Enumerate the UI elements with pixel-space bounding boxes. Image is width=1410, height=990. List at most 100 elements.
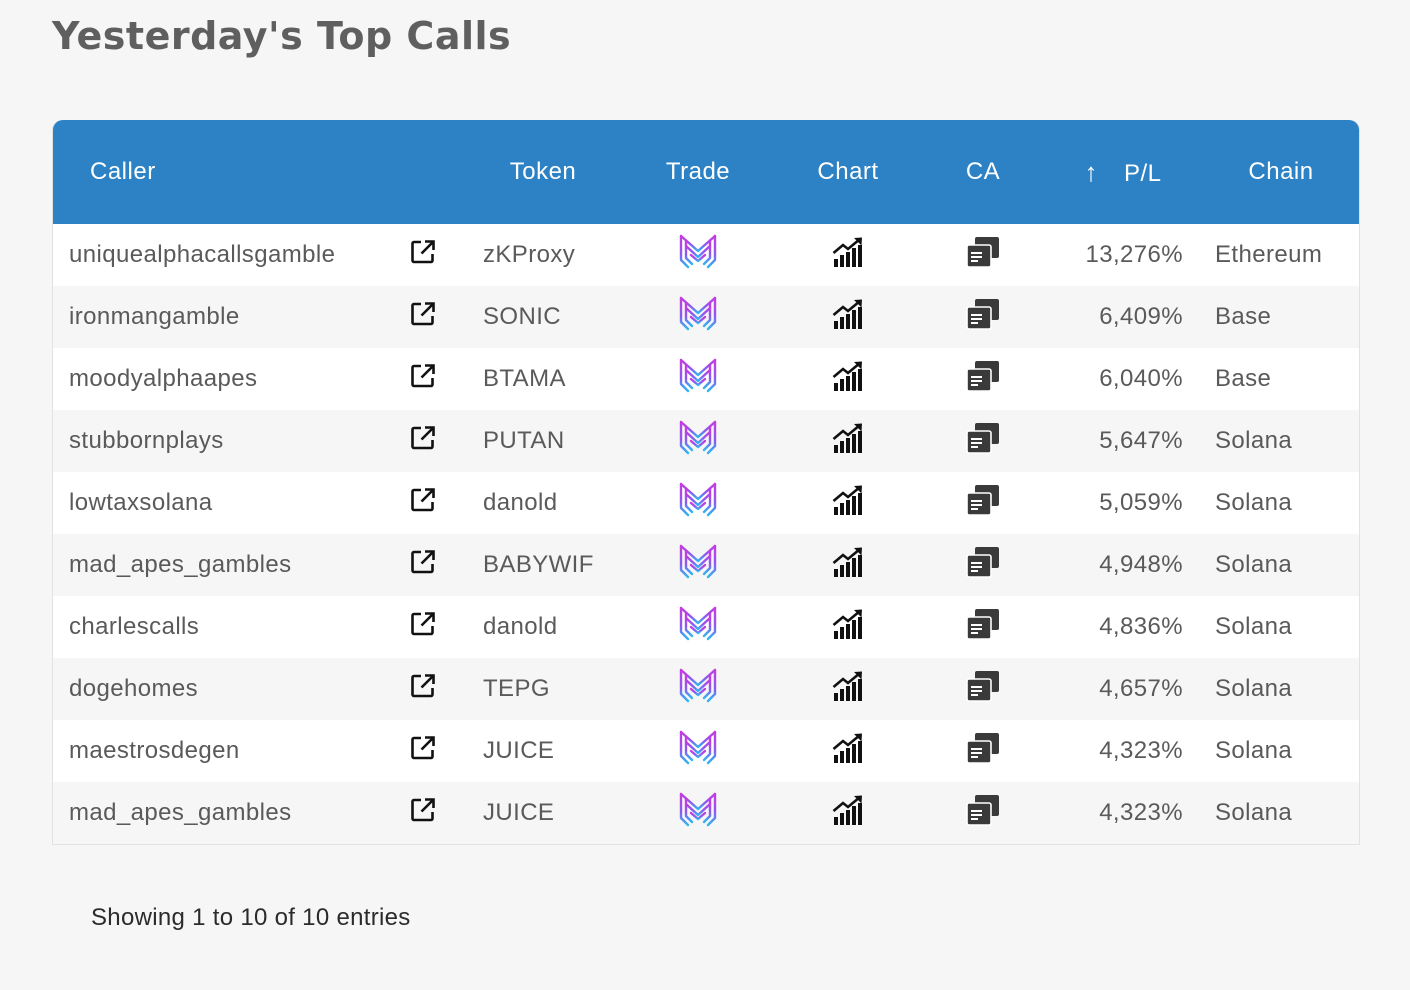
caller-cell: uniquealphacallsgamble [53,224,383,286]
external-link-icon[interactable] [410,735,436,768]
caller-link-cell [383,224,463,286]
caller-link-cell [383,596,463,658]
chain-cell: Solana [1203,720,1359,782]
caller-cell: charlescalls [53,596,383,658]
chart-bars-icon[interactable] [832,484,864,523]
token-cell: BABYWIF [463,534,623,596]
column-header-chart[interactable]: Chart [773,120,923,224]
chart-bars-icon[interactable] [832,360,864,399]
column-header-trade[interactable]: Trade [623,120,773,224]
trade-logo-icon[interactable] [678,296,718,339]
column-header-pl[interactable]: ↑ P/L [1043,120,1203,224]
token-name: PUTAN [483,427,565,454]
chart-bars-icon[interactable] [832,732,864,771]
chart-bars-icon[interactable] [832,670,864,709]
column-header-token[interactable]: Token [463,120,623,224]
caller-cell: maestrosdegen [53,720,383,782]
table-info-text: Showing 1 to 10 of 10 entries [91,904,411,931]
chart-cell [773,224,923,286]
trade-logo-icon[interactable] [678,544,718,587]
trade-logo-icon[interactable] [678,668,718,711]
pl-value: 4,657% [1099,675,1183,702]
copy-icon[interactable] [966,298,1000,337]
trade-logo-icon[interactable] [678,234,718,277]
external-link-icon[interactable] [410,797,436,830]
token-name: danold [483,613,558,640]
chart-bars-icon[interactable] [832,422,864,461]
trade-logo-icon[interactable] [678,606,718,649]
trade-cell [623,348,773,410]
caller-link-cell [383,410,463,472]
trade-logo-icon[interactable] [678,482,718,525]
chain-name: Solana [1215,737,1293,764]
copy-icon[interactable] [966,236,1000,275]
copy-icon[interactable] [966,794,1000,833]
copy-icon[interactable] [966,360,1000,399]
chart-cell [773,720,923,782]
external-link-icon[interactable] [410,425,436,458]
table-row: mad_apes_gambles BABYWIF 4,948% Solana [53,534,1359,596]
ca-cell [923,224,1043,286]
chart-bars-icon[interactable] [832,546,864,585]
chart-bars-icon[interactable] [832,794,864,833]
chart-cell [773,596,923,658]
copy-icon[interactable] [966,670,1000,709]
chart-cell [773,472,923,534]
caller-cell: mad_apes_gambles [53,782,383,844]
caller-name: dogehomes [69,675,199,702]
chart-bars-icon[interactable] [832,298,864,337]
column-header-caller[interactable]: Caller [53,120,463,224]
trade-logo-icon[interactable] [678,358,718,401]
copy-icon[interactable] [966,484,1000,523]
chain-cell: Solana [1203,658,1359,720]
table-row: uniquealphacallsgamble zKProxy 13,276% Ethe… [53,224,1359,286]
external-link-icon[interactable] [410,549,436,582]
caller-link-cell [383,782,463,844]
column-header-chain-label: Chain [1248,158,1314,185]
chart-cell [773,782,923,844]
pl-cell: 4,323% [1043,720,1203,782]
chain-cell: Solana [1203,410,1359,472]
pl-cell: 6,409% [1043,286,1203,348]
column-header-chain[interactable]: Chain [1203,120,1359,224]
external-link-icon[interactable] [410,301,436,334]
chain-cell: Ethereum [1203,224,1359,286]
pl-value: 5,647% [1099,427,1183,454]
external-link-icon[interactable] [410,363,436,396]
caller-name: moodyalphaapes [69,365,258,392]
token-name: danold [483,489,558,516]
table-row: moodyalphaapes BTAMA 6,040% Base [53,348,1359,410]
table-header-row: Caller Token Trade Chart CA ↑ P/L [53,120,1359,224]
external-link-icon[interactable] [410,673,436,706]
external-link-icon[interactable] [410,239,436,272]
pl-cell: 5,647% [1043,410,1203,472]
trade-logo-icon[interactable] [678,792,718,835]
copy-icon[interactable] [966,546,1000,585]
caller-link-cell [383,658,463,720]
external-link-icon[interactable] [410,611,436,644]
chart-bars-icon[interactable] [832,236,864,275]
copy-icon[interactable] [966,732,1000,771]
copy-icon[interactable] [966,422,1000,461]
trade-cell [623,286,773,348]
external-link-icon[interactable] [410,487,436,520]
chain-name: Solana [1215,489,1293,516]
pl-value: 4,323% [1099,799,1183,826]
caller-name: uniquealphacallsgamble [69,241,336,268]
chain-name: Base [1215,303,1272,330]
trade-logo-icon[interactable] [678,730,718,773]
chart-cell [773,286,923,348]
token-cell: BTAMA [463,348,623,410]
column-header-caller-label: Caller [90,158,156,185]
token-name: JUICE [483,737,555,764]
copy-icon[interactable] [966,608,1000,647]
ca-cell [923,472,1043,534]
caller-name: ironmangamble [69,303,240,330]
trade-cell [623,782,773,844]
trade-logo-icon[interactable] [678,420,718,463]
column-header-pl-label: P/L [1123,159,1162,187]
chart-bars-icon[interactable] [832,608,864,647]
column-header-ca[interactable]: CA [923,120,1043,224]
chart-cell [773,534,923,596]
pl-cell: 4,323% [1043,782,1203,844]
